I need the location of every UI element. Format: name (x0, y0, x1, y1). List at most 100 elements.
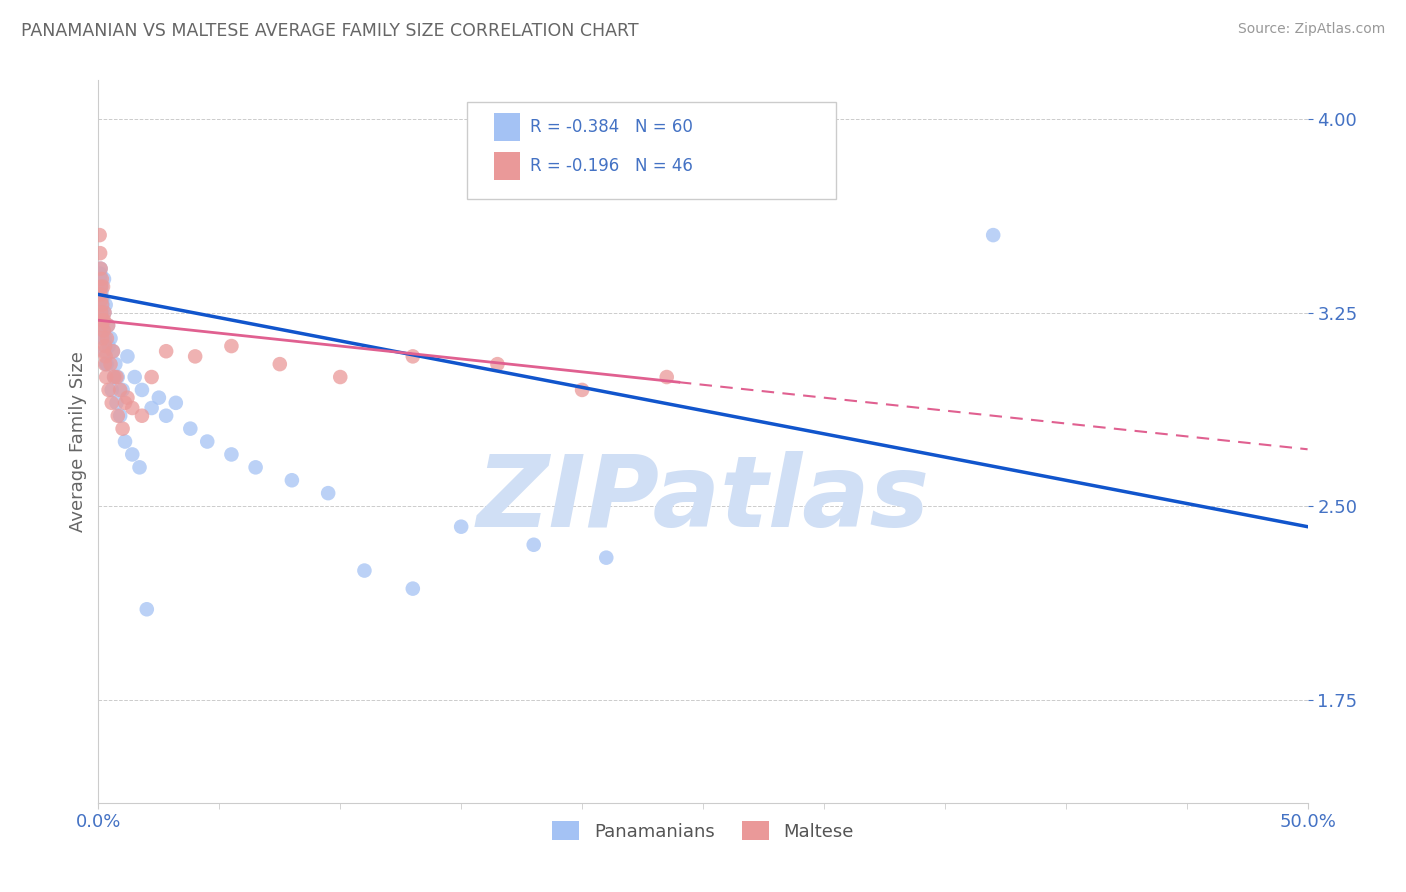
Point (91, 331, 114, 345)
Point (131, 383, 153, 397)
Point (221, 339, 243, 353)
Point (195, 434, 218, 449)
Point (89, 246, 111, 260)
Point (111, 422, 134, 436)
Point (165, 396, 187, 410)
Point (91, 344, 114, 359)
Point (91, 318, 114, 333)
Point (94, 357, 117, 371)
Point (90, 305, 112, 319)
Point (89, 267, 111, 281)
Legend: Panamanians, Maltese: Panamanians, Maltese (546, 814, 860, 848)
Point (117, 391, 139, 405)
Point (96, 357, 118, 371)
Point (96, 357, 118, 371)
Point (141, 370, 163, 384)
Point (93, 272, 115, 286)
Point (104, 357, 127, 371)
Point (90, 261, 112, 276)
Point (184, 350, 207, 364)
Point (571, 383, 593, 397)
Point (89, 272, 111, 286)
Point (94, 344, 117, 359)
Point (97, 339, 120, 353)
Point (221, 447, 243, 461)
Point (97, 318, 120, 333)
Point (89, 267, 111, 281)
Point (103, 370, 125, 384)
Point (131, 409, 153, 423)
Point (90, 318, 112, 333)
Text: R = -0.196   N = 46: R = -0.196 N = 46 (530, 157, 693, 175)
Point (94, 350, 117, 364)
Point (89, 228, 111, 243)
Text: PANAMANIAN VS MALTESE AVERAGE FAMILY SIZE CORRELATION CHART: PANAMANIAN VS MALTESE AVERAGE FAMILY SIZ… (21, 22, 638, 40)
Point (148, 391, 170, 405)
Point (121, 401, 143, 415)
Point (101, 344, 124, 359)
Bar (494, 153, 520, 180)
Point (90, 261, 112, 276)
Point (117, 350, 139, 364)
Point (108, 409, 131, 423)
Point (94, 298, 117, 312)
Point (91, 313, 114, 327)
Point (402, 582, 425, 596)
Point (105, 370, 128, 384)
Point (90, 279, 112, 293)
Point (89, 287, 111, 301)
Point (111, 383, 134, 397)
Point (108, 383, 131, 397)
Point (141, 401, 163, 415)
Point (101, 344, 124, 359)
Y-axis label: Average Family Size: Average Family Size (69, 351, 87, 532)
Point (486, 357, 509, 371)
Point (90, 285, 112, 299)
Point (90, 272, 112, 286)
Point (105, 396, 128, 410)
Point (121, 447, 143, 461)
Point (94, 331, 117, 345)
Point (245, 460, 267, 475)
Point (90, 298, 112, 312)
Point (91, 331, 114, 345)
Point (91, 313, 114, 327)
FancyBboxPatch shape (467, 102, 837, 200)
Point (97, 318, 120, 333)
Point (155, 409, 177, 423)
Point (114, 396, 136, 410)
Point (90, 279, 112, 293)
Point (96, 370, 118, 384)
Point (450, 519, 472, 533)
Point (93, 305, 115, 319)
Point (91, 293, 114, 307)
Point (281, 473, 304, 487)
Point (90, 287, 112, 301)
Point (353, 564, 375, 578)
Point (91, 313, 114, 327)
Point (94, 339, 117, 353)
Point (91, 298, 114, 312)
Point (93, 313, 115, 327)
Point (90, 277, 112, 292)
Point (90, 305, 112, 319)
Point (179, 422, 201, 436)
Point (89, 279, 111, 293)
Text: ZIPatlas: ZIPatlas (477, 450, 929, 548)
Point (135, 602, 157, 616)
Point (114, 434, 136, 449)
Point (402, 350, 425, 364)
Point (981, 228, 1004, 243)
Point (93, 305, 115, 319)
Point (100, 383, 122, 397)
Point (523, 538, 546, 552)
Point (97, 383, 120, 397)
Point (269, 357, 291, 371)
Point (93, 324, 115, 338)
Point (595, 550, 617, 565)
Point (100, 357, 122, 371)
Point (91, 279, 114, 293)
Point (91, 298, 114, 312)
Point (316, 486, 339, 500)
Point (90, 293, 112, 307)
